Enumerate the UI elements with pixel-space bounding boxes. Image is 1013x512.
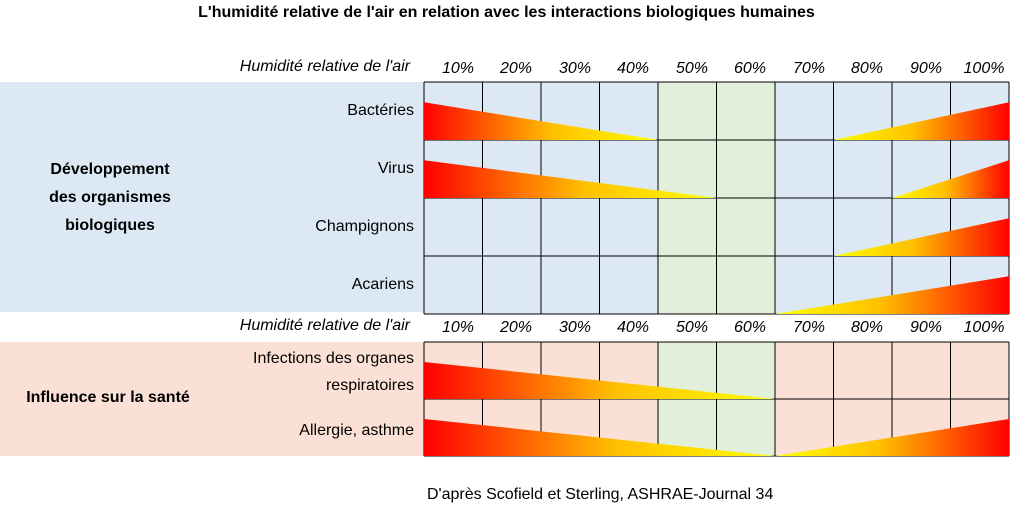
tick-label: 40% [616,319,650,336]
tick-label: 50% [675,60,709,77]
tick-label: 70% [792,60,826,77]
row-label-infections: Infections des organes respiratoires [253,345,414,399]
tick-label: 100% [963,319,1005,336]
tick-label: 80% [850,319,884,336]
section-band-organisms [0,82,424,312]
risk-wedge-high [833,102,1009,140]
tick-label: 80% [850,60,884,77]
risk-wedge-high [833,218,1009,256]
section-label-line: Développement [50,161,170,178]
section-band-health [0,342,424,456]
tick-label: 20% [499,319,533,336]
tick-label: 10% [441,60,475,77]
row-label-bacteries: Bactéries [347,102,414,119]
row-label-champignons: Champignons [315,218,414,235]
tick-label: 90% [909,60,943,77]
section-label-health: Influence sur la santé [8,384,208,412]
chart-title: L'humidité relative de l'air en relation… [198,4,815,21]
row-label-acariens: Acariens [351,276,414,293]
tick-label: 10% [441,319,475,336]
row-label-line: respiratoires [325,377,414,394]
risk-wedge-low [424,102,658,140]
tick-label: 50% [675,319,709,336]
risk-wedge-high [775,276,1009,314]
section-label-line: Influence sur la santé [26,389,190,406]
scale-label-top: Humidité relative de l'air [239,58,410,75]
row-label-line: Infections des organes [253,350,414,367]
section-label-line: des organismes [49,189,171,206]
risk-wedge-high [775,418,1009,456]
tick-label: 30% [558,319,592,336]
row-label-allergie: Allergie, asthme [299,422,414,439]
tick-label: 100% [963,60,1005,77]
tick-label: 90% [909,319,943,336]
risk-wedge-high [892,160,1009,198]
row-label-virus: Virus [377,160,414,177]
risk-wedge-low [424,418,775,456]
risk-wedge-low [424,160,717,198]
tick-label: 20% [499,60,533,77]
tick-label: 30% [558,60,592,77]
section-label-line: biologiques [65,217,155,234]
scale-label-bottom: Humidité relative de l'air [239,317,410,334]
risk-wedge-low [424,361,775,399]
section-label-organisms: Développement des organismes biologiques [10,156,210,240]
source-note: D'après Scofield et Sterling, ASHRAE-Jou… [427,486,774,503]
tick-label: 40% [616,60,650,77]
tick-label: 60% [733,60,767,77]
tick-label: 70% [792,319,826,336]
tick-label: 60% [733,319,767,336]
